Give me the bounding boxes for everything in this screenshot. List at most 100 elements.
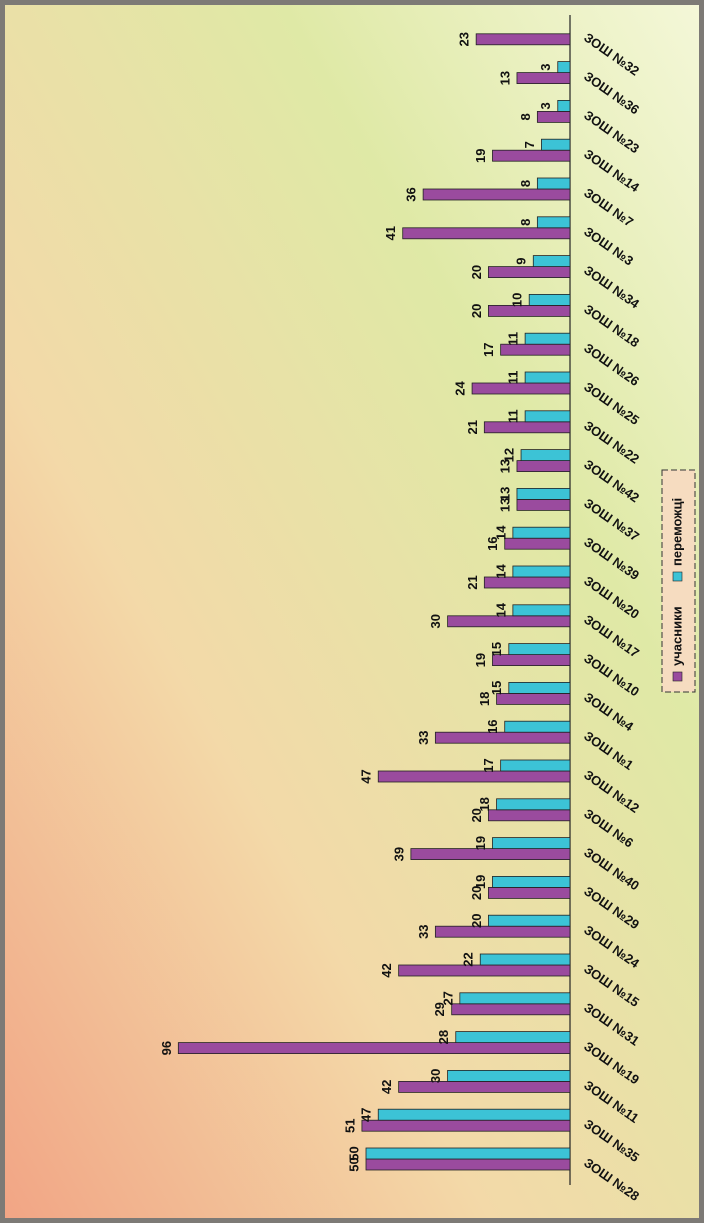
value-label: 47 — [359, 769, 374, 783]
value-label: 42 — [379, 1080, 394, 1094]
bar — [487, 304, 571, 317]
bar — [524, 371, 571, 384]
value-label: 15 — [489, 681, 504, 695]
bar — [504, 720, 571, 733]
value-label: 3 — [538, 102, 553, 109]
value-label: 18 — [477, 692, 492, 706]
bar — [557, 61, 571, 73]
bar — [487, 266, 571, 279]
value-label: 13 — [497, 487, 512, 501]
bar — [479, 953, 571, 966]
value-label: 19 — [473, 148, 488, 162]
value-label: 11 — [506, 371, 521, 385]
value-label: 10 — [510, 293, 525, 307]
bar — [516, 498, 571, 511]
bar — [410, 848, 571, 860]
bar — [377, 1108, 571, 1121]
bar — [434, 925, 571, 938]
value-label: 20 — [469, 808, 484, 822]
bar — [516, 72, 571, 84]
value-label: 51 — [342, 1118, 357, 1132]
value-label: 14 — [493, 525, 508, 540]
bar — [365, 1158, 571, 1171]
value-label: 24 — [453, 381, 468, 396]
value-label: 39 — [391, 847, 406, 861]
legend-label: учасники — [669, 606, 684, 666]
value-label: 12 — [501, 448, 516, 462]
bar — [492, 149, 571, 162]
bar — [451, 1003, 571, 1016]
value-label: 13 — [497, 498, 512, 512]
bar — [492, 837, 571, 849]
value-label: 30 — [428, 614, 443, 628]
bar — [487, 809, 571, 822]
value-label: 20 — [469, 265, 484, 279]
bar — [496, 693, 571, 705]
bar — [422, 188, 571, 201]
value-label: 11 — [506, 332, 521, 346]
value-label: 41 — [383, 226, 398, 240]
value-label: 42 — [379, 963, 394, 977]
bar — [536, 111, 571, 123]
value-label: 28 — [436, 1030, 451, 1044]
value-label: 21 — [465, 575, 480, 589]
value-label: 15 — [489, 642, 504, 656]
bar — [447, 1070, 571, 1082]
value-label: 19 — [473, 653, 488, 667]
legend-swatch — [672, 571, 683, 582]
bar — [455, 1031, 571, 1043]
bar — [512, 604, 571, 617]
value-label: 96 — [159, 1041, 174, 1055]
value-label: 21 — [465, 420, 480, 434]
bar — [483, 421, 571, 434]
value-label: 11 — [506, 409, 521, 423]
bar — [492, 876, 571, 888]
bar — [377, 770, 571, 783]
value-label: 33 — [416, 730, 431, 744]
bar — [512, 565, 571, 578]
bar — [520, 449, 571, 462]
value-label: 36 — [404, 187, 419, 201]
value-label: 9 — [514, 257, 529, 264]
bar — [512, 526, 571, 539]
bar — [459, 992, 571, 1005]
value-label: 29 — [432, 1002, 447, 1016]
value-label: 16 — [485, 719, 500, 733]
bar — [398, 1081, 571, 1093]
value-label: 20 — [469, 913, 484, 927]
value-label: 7 — [522, 141, 537, 148]
bar — [447, 615, 571, 628]
bar — [177, 1042, 571, 1054]
value-label: 8 — [518, 113, 533, 120]
bar — [504, 537, 571, 550]
value-label: 13 — [497, 71, 512, 85]
value-label: 18 — [477, 797, 492, 811]
value-label: 19 — [473, 836, 488, 850]
value-label: 16 — [485, 536, 500, 550]
value-label: 47 — [359, 1107, 374, 1121]
bar — [475, 33, 571, 46]
bar — [557, 100, 571, 112]
background — [5, 5, 699, 1218]
bar — [496, 798, 571, 811]
bar — [524, 410, 571, 423]
bar — [536, 177, 571, 190]
bar — [500, 759, 571, 772]
bar — [536, 216, 571, 229]
value-label: 8 — [518, 180, 533, 187]
value-label: 3 — [538, 63, 553, 70]
value-label: 17 — [481, 758, 496, 772]
bar — [516, 460, 571, 473]
value-label: 50 — [346, 1146, 361, 1160]
value-label: 14 — [493, 602, 508, 617]
value-label: 17 — [481, 342, 496, 356]
bar — [365, 1147, 571, 1160]
bar — [532, 255, 571, 268]
value-label: 33 — [416, 924, 431, 938]
bar — [398, 964, 571, 977]
legend-swatch — [672, 671, 683, 682]
bar — [541, 138, 571, 151]
value-label: 50 — [346, 1157, 361, 1171]
bar — [528, 293, 571, 306]
